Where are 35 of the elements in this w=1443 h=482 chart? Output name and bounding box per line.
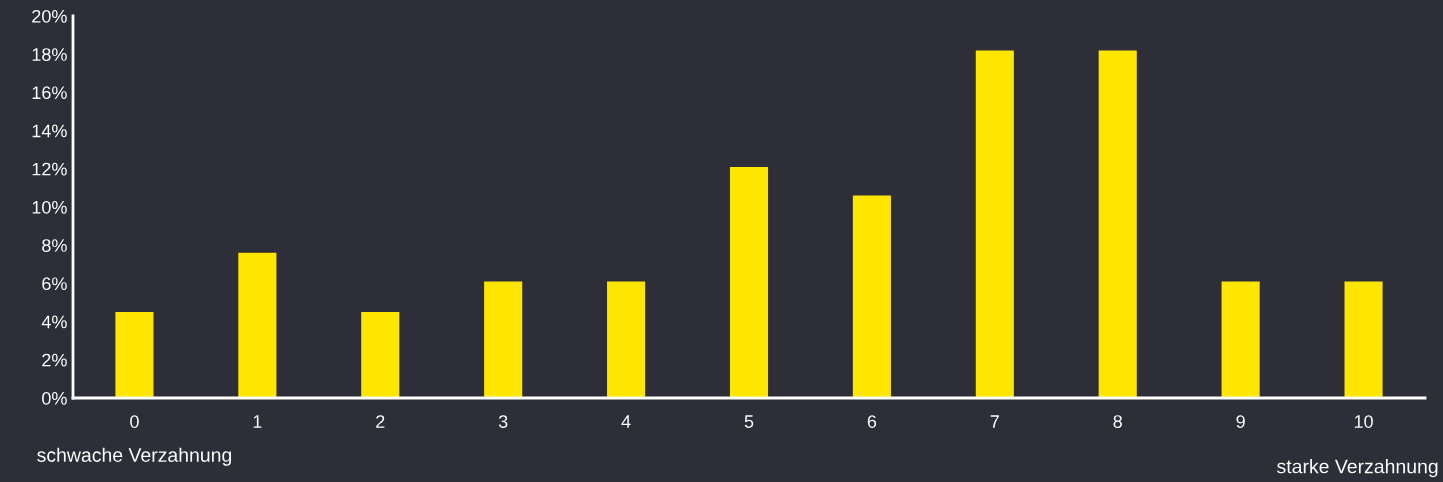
x-tick-label: 5 [744, 415, 754, 428]
text: starke Verzahnung [1277, 459, 1438, 478]
y-tick-label: 4% [41, 315, 67, 329]
x-tick-label: 9 [1236, 415, 1245, 428]
y-tick-label: 18% [32, 48, 67, 61]
y-tick-label: 6% [42, 277, 67, 291]
bar [607, 281, 646, 398]
bar [975, 50, 1014, 398]
x-tick-label: 1 [253, 415, 262, 428]
x-tick-label: 3 [498, 415, 508, 428]
bar [238, 252, 277, 398]
y-tick-label: 20% [32, 9, 67, 23]
text: schwache Verzahnung [37, 447, 232, 466]
y-tick-label: 10% [32, 200, 67, 214]
bar [361, 312, 400, 398]
bar [1098, 50, 1137, 398]
bar [115, 312, 154, 398]
x-tick-label: 0 [130, 415, 139, 428]
bar [852, 195, 891, 398]
y-tick-label: 16% [32, 86, 67, 100]
bar [484, 281, 523, 398]
x-tick-label: 6 [867, 415, 877, 428]
x-tick-label: 8 [1113, 415, 1122, 428]
y-tick-label: 12% [32, 162, 67, 176]
y-tick-label: 2% [42, 353, 67, 367]
x-tick-label: 7 [990, 415, 999, 428]
x-tick-label: 2 [376, 415, 385, 428]
x-tick-label: 10 [1354, 415, 1373, 428]
y-tick-label: 8% [42, 239, 67, 252]
y-tick-label: 0% [42, 391, 67, 405]
bar [1344, 281, 1383, 398]
bar [729, 166, 769, 398]
x-tick-label: 4 [621, 415, 631, 428]
y-tick-label: 14% [32, 124, 67, 138]
bar [1221, 281, 1260, 398]
